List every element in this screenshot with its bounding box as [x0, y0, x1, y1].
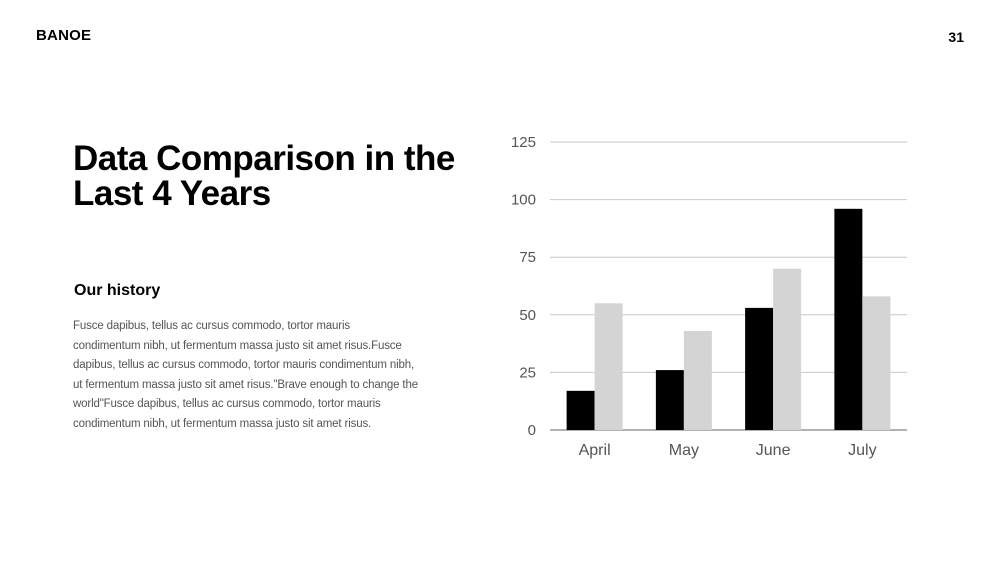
y-tick-label: 50: [519, 307, 536, 324]
y-tick-label: 0: [528, 422, 536, 439]
body-paragraph: Fusce dapibus, tellus ac cursus commodo,…: [73, 320, 418, 430]
bar: [745, 307, 774, 430]
y-tick-label: 125: [511, 134, 536, 151]
page-number: 31: [948, 29, 964, 45]
bar-chart: 0 25 50 75 100 125 April May June July: [511, 134, 907, 459]
y-tick-label: 25: [519, 364, 536, 381]
x-tick-label: June: [756, 442, 791, 459]
bar: [594, 303, 623, 430]
bar: [566, 390, 595, 430]
x-tick-label: April: [579, 442, 611, 459]
bar: [834, 208, 863, 430]
x-axis-ticks: April May June July: [579, 442, 877, 459]
bar: [773, 268, 802, 430]
y-tick-label: 75: [519, 249, 536, 266]
y-axis-ticks: 0 25 50 75 100 125: [511, 134, 536, 439]
bar: [655, 370, 684, 430]
slide-title: Data Comparison in the Last 4 Years: [73, 139, 455, 213]
x-tick-label: May: [669, 442, 699, 459]
bar: [862, 296, 891, 430]
brand-logo: BANOE: [36, 27, 92, 44]
x-tick-label: July: [848, 442, 876, 459]
chart-bars: [566, 208, 891, 430]
bar: [683, 330, 712, 430]
section-subtitle: Our history: [74, 282, 161, 299]
y-tick-label: 100: [511, 192, 536, 209]
